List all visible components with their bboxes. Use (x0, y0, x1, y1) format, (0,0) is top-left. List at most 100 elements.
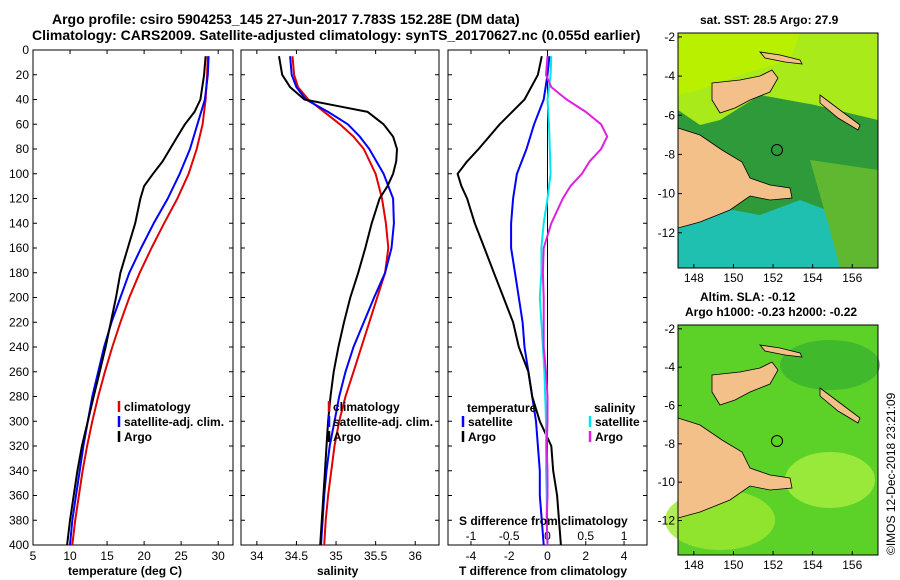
x-tick-label: 35.5 (364, 549, 388, 563)
sla-map-frame (677, 324, 879, 556)
sst-map-new-guinea-land (677, 127, 793, 229)
difference-legend: temperature satellite Argo salinity sate… (461, 401, 640, 444)
series-line-temperature-argo (456, 55, 562, 546)
legend-t-argo-label: Argo (468, 430, 496, 444)
x-tick-label: -2 (504, 549, 515, 563)
series-line-temperature-satellite (510, 56, 551, 546)
series-line-argo (66, 56, 207, 546)
series-line-climatology (71, 56, 209, 546)
legend-s-argo-label: Argo (595, 430, 623, 444)
map-lat-tick-label: -2 (664, 322, 675, 336)
map-lon-tick-label: 156 (842, 271, 862, 285)
map-lat-tick-label: -8 (664, 147, 675, 161)
map-lat-tick-label: -6 (664, 108, 675, 122)
legend-climatology-label: climatology (124, 400, 191, 414)
legend-argo-label: Argo (124, 430, 152, 444)
map-lat-tick-label: -10 (658, 187, 676, 201)
temperature-profile-plot: 5 10 15 20 25 3002040608010012014016018020022… (9, 43, 234, 563)
map-lon-tick-label: 156 (842, 558, 862, 572)
x-tick-label: 15 (100, 549, 114, 563)
copyright-caption: ©IMOS 12-Dec-2018 23:21:09 (884, 392, 898, 555)
s-tick-label: 0.5 (577, 529, 594, 543)
series-line-argo (278, 56, 398, 546)
sst-map-new-ireland-land (759, 51, 803, 65)
y-tick-label: 140 (9, 216, 29, 230)
map-axes: 148 150 152 154 156 -2 -4 -6 -8 -10 -12 148 150 152 15… (658, 30, 863, 572)
y-tick-label: 0 (22, 43, 29, 57)
sla-map-new-ireland-land (759, 344, 803, 358)
sla-map-new-britain-land (711, 361, 779, 406)
x-tick-label: 30 (212, 549, 226, 563)
sla-map-argo-marker (771, 435, 783, 447)
sla-map-title-line-1: Altim. SLA: -0.12 (700, 290, 796, 304)
map-lon-tick-label: 152 (763, 558, 783, 572)
map-lon-tick-label: 150 (723, 558, 743, 572)
legend-t-satellite-label: satellite (468, 415, 513, 429)
sst-map-solomon-islands-land (819, 94, 861, 131)
figure-title-line-2: Climatology: CARS2009. Satellite-adjuste… (32, 27, 641, 43)
salinity-legend: climatology satellite-adj. clim. Argo (327, 400, 433, 444)
map-lon-tick-label: 154 (803, 558, 823, 572)
y-tick-label: 200 (9, 291, 29, 305)
y-tick-label: 80 (16, 142, 30, 156)
x-tick-label: 4 (621, 549, 628, 563)
sst-map-new-britain-land (711, 69, 779, 114)
sla-map-solomon-islands-land (819, 387, 861, 424)
sst-map (677, 32, 879, 269)
y-tick-label: 240 (9, 340, 29, 354)
sla-map-new-guinea-land (677, 417, 793, 519)
figure-title-line-1: Argo profile: csiro 5904253_145 27-Jun-2… (52, 11, 520, 27)
y-tick-label: 100 (9, 167, 29, 181)
series-line-satellite-adj-clim- (69, 56, 210, 546)
x-tick-label: 34.5 (285, 549, 309, 563)
legend-climatology-label: climatology (333, 400, 400, 414)
y-tick-label: 400 (9, 538, 29, 552)
y-tick-label: 220 (9, 315, 29, 329)
sst-map-east-region (810, 160, 878, 268)
y-tick-label: 20 (16, 68, 30, 82)
t-difference-axis-label: T difference from climatology (459, 564, 627, 578)
series-line-salinity-argo (541, 56, 609, 546)
map-lon-tick-label: 154 (803, 271, 823, 285)
y-tick-label: 260 (9, 365, 29, 379)
legend-argo-label: Argo (333, 430, 361, 444)
x-tick-label: 10 (63, 549, 77, 563)
legend-temperature-title: temperature (467, 401, 537, 415)
legend-satellite-label: satellite-adj. clim. (124, 415, 224, 429)
sst-map-frame (677, 32, 879, 269)
difference-profile-plot: -4 -2 0 2 4-1 -0.5 0 0.5 1 (447, 49, 648, 563)
y-tick-label: 60 (16, 117, 30, 131)
legend-salinity-title: salinity (594, 401, 636, 415)
x-tick-label: 2 (582, 549, 589, 563)
y-tick-label: 320 (9, 439, 29, 453)
y-tick-label: 300 (9, 414, 29, 428)
map-lat-tick-label: -4 (664, 69, 675, 83)
x-tick-label: -4 (466, 549, 477, 563)
y-tick-label: 360 (9, 489, 29, 503)
series-line-salinity-satellite (538, 56, 553, 546)
s-tick-label: -1 (466, 529, 477, 543)
map-lon-tick-label: 148 (684, 271, 704, 285)
x-tick-label: 20 (137, 549, 151, 563)
x-tick-label: 0 (544, 549, 551, 563)
temperature-axis-label: temperature (deg C) (68, 564, 182, 578)
salinity-profile-plot: 34 34.5 35 35.5 36 (240, 49, 440, 563)
y-tick-label: 340 (9, 464, 29, 478)
x-tick-label: 35 (329, 549, 343, 563)
x-tick-label: 5 (30, 549, 37, 563)
map-lat-tick-label: -12 (658, 226, 676, 240)
map-lon-tick-label: 150 (723, 271, 743, 285)
map-lat-tick-label: -6 (664, 399, 675, 413)
series-line-climatology (291, 56, 390, 546)
legend-satellite-label: satellite-adj. clim. (333, 415, 433, 429)
map-lat-tick-label: -4 (664, 360, 675, 374)
series-line-satellite-adj-clim- (289, 56, 395, 546)
sla-map-high-anomaly-2 (785, 452, 875, 508)
y-tick-label: 160 (9, 241, 29, 255)
sst-map-argo-marker (771, 144, 783, 156)
sla-map-title-line-2: Argo h1000: -0.23 h2000: -0.22 (685, 305, 857, 319)
sst-map-warmest-region (678, 33, 800, 95)
x-tick-label: 25 (174, 549, 188, 563)
s-tick-label: 1 (621, 529, 628, 543)
